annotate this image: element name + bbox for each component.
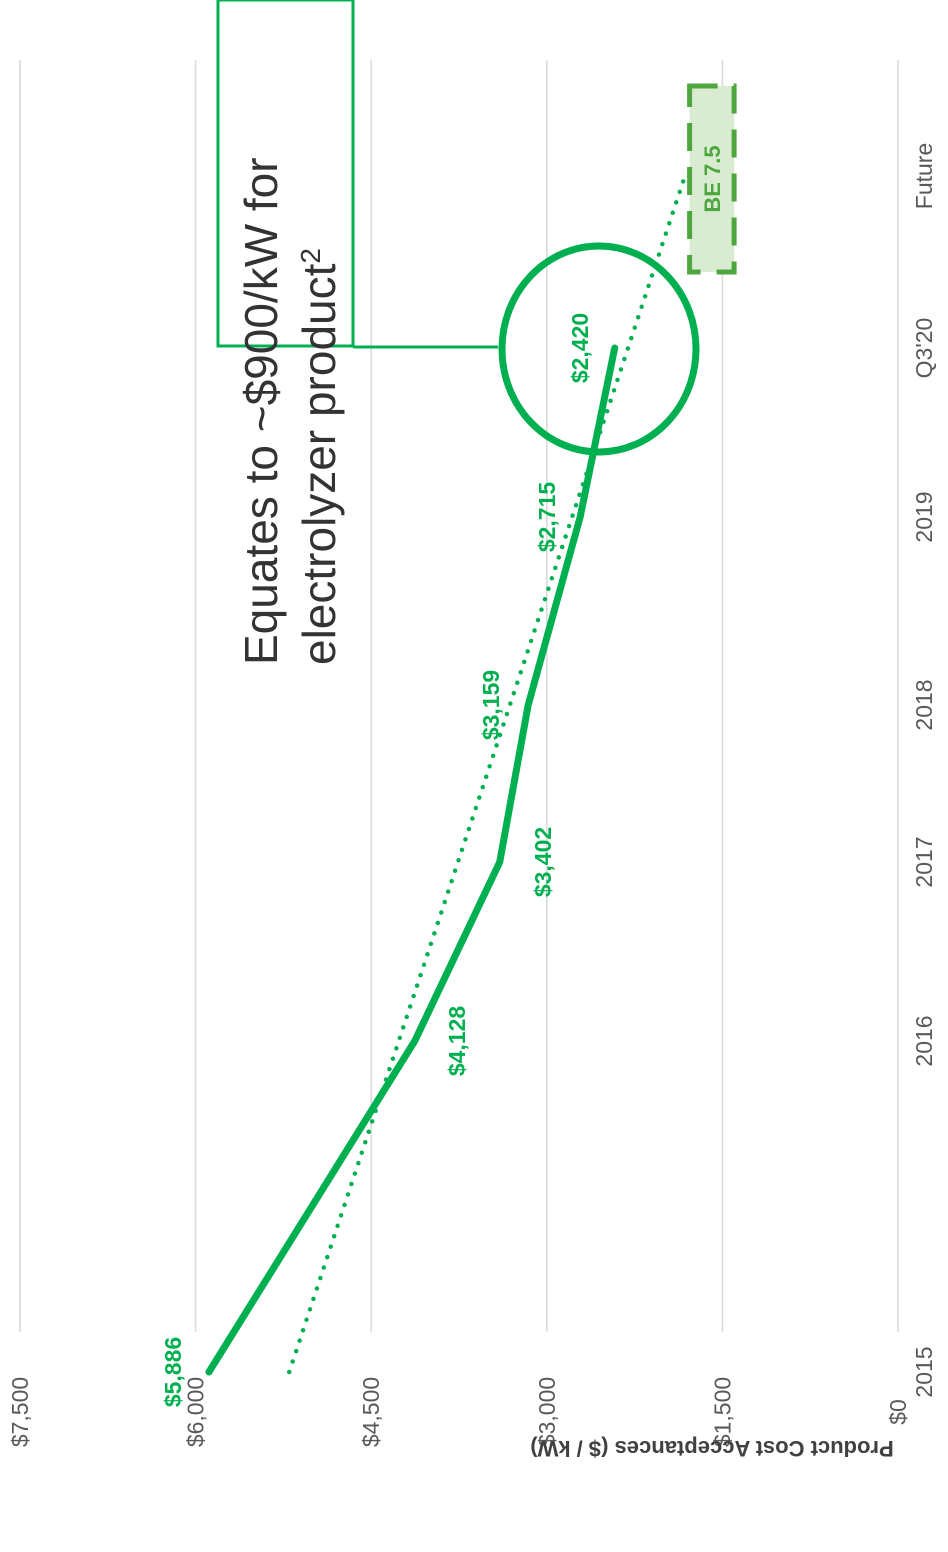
data-label: $4,128 (444, 1006, 470, 1077)
y-tick-label: $3,000 (534, 1377, 560, 1447)
data-label: $2,420 (567, 313, 593, 383)
trendline (287, 173, 688, 1375)
callout-line-2-text: electrolyzer product (293, 263, 345, 665)
y-tick-label: $6,000 (183, 1377, 209, 1447)
trend-line (287, 173, 688, 1375)
y-tick-label: $1,500 (709, 1377, 735, 1447)
x-tick-label: Q3'20 (911, 318, 937, 379)
series-line (205, 344, 619, 1376)
x-tick-label: Future (911, 143, 937, 209)
callout-superscript: 2 (295, 248, 326, 264)
data-label: $5,886 (160, 1337, 186, 1407)
x-tick-label: 2015 (911, 1346, 937, 1397)
y-tick-label: $7,500 (7, 1377, 33, 1447)
future-badge-box (687, 83, 737, 275)
x-tick-label: 2019 (911, 491, 937, 542)
y-axis-label: Product Cost Acceptances ($ / kW) (530, 1436, 893, 1461)
x-axis-ticks: 2015 2016 2017 2018 2019 Q3'20 Future (911, 143, 937, 1398)
y-tick-label: $4,500 (358, 1377, 384, 1447)
x-tick-label: 2017 (911, 836, 937, 887)
series (205, 344, 619, 1376)
data-label: $2,715 (534, 482, 560, 553)
highlight (498, 242, 700, 456)
x-tick-label: 2018 (911, 679, 937, 730)
x-tick-label: 2016 (911, 1015, 937, 1066)
callout-line-1: Equates to ~$900/kW for (235, 157, 287, 665)
data-label: $3,402 (530, 827, 556, 897)
callout: Equates to ~$900/kW for electrolyzer pro… (216, 0, 498, 665)
data-label: $3,159 (478, 670, 504, 740)
callout-text: Equates to ~$900/kW for electrolyzer pro… (235, 145, 345, 665)
future-badge-label: BE 7.5 (700, 145, 725, 212)
data-labels: $5,886 $4,128 $3,402 $3,159 $2,715 $2,420 (160, 313, 593, 1407)
callout-line-2: electrolyzer product2 (293, 248, 345, 665)
future-badge: BE 7.5 (687, 83, 737, 275)
highlight-circle (498, 242, 700, 456)
y-axis-ticks: $0 $1,500 $3,000 $4,500 $6,000 $7,500 (7, 1377, 911, 1447)
callout-box (216, 0, 355, 348)
y-tick-label: $0 (885, 1399, 911, 1425)
gridlines (19, 60, 899, 1332)
